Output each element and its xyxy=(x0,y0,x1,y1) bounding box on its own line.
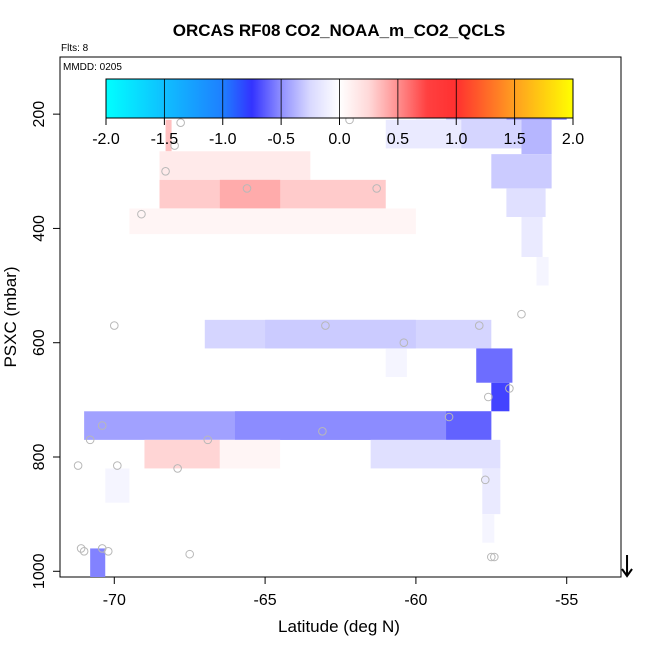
heatmap-cell xyxy=(521,119,552,155)
y-tick-label: 800 xyxy=(31,444,48,471)
y-tick-label: 200 xyxy=(31,101,48,128)
sample-point xyxy=(97,421,107,430)
heatmap-cell xyxy=(90,548,106,577)
y-axis: 200 400 600 800 1000 xyxy=(31,101,61,589)
sample-point xyxy=(483,392,493,402)
heatmap-cell xyxy=(219,179,281,209)
heatmap-cell xyxy=(129,208,416,235)
sample-points xyxy=(73,101,526,562)
colorbar-tick-label: 0.5 xyxy=(387,131,409,148)
sample-point xyxy=(203,435,213,445)
heatmap-cell xyxy=(536,257,549,286)
chart-title: ORCAS RF08 CO2_NOAA_m_CO2_QCLS xyxy=(173,21,506,40)
plot-area: MMDD: 0205 -2.0 -1.5 -1.0 -0.5 0.0 0.5 1.0 1.5 2… xyxy=(59,56,633,578)
sample-point xyxy=(318,426,327,436)
sample-point xyxy=(137,209,146,219)
colorbar-tick-label: 2.0 xyxy=(562,131,584,148)
arrow-head xyxy=(621,568,633,578)
sample-point xyxy=(487,552,496,562)
x-axis-label: Latitude (deg N) xyxy=(278,617,400,636)
heatmap-cell xyxy=(476,348,513,383)
x-tick-label: -60 xyxy=(404,592,427,609)
y-tick-label: 600 xyxy=(31,329,48,356)
sample-point xyxy=(109,321,119,330)
colorbar-tick-label: -0.5 xyxy=(267,131,295,148)
colorbar-tick-label: 1.0 xyxy=(445,131,467,148)
heatmap-cell xyxy=(165,119,172,152)
sample-point xyxy=(505,384,514,393)
y-tick-label: 1000 xyxy=(31,553,48,589)
sample-point xyxy=(161,166,170,176)
colorbar: -2.0 -1.5 -1.0 -0.5 0.0 0.5 1.0 1.5 2.0 xyxy=(92,78,584,148)
heatmap-cell xyxy=(521,217,543,257)
heatmap-cell xyxy=(506,188,546,217)
sample-point xyxy=(372,184,381,193)
heatmap-cell xyxy=(461,119,522,149)
sample-point xyxy=(76,544,86,553)
heatmap-cell xyxy=(385,348,407,377)
colorbar-tick-label: -1.0 xyxy=(209,131,237,148)
down-arrow-icon xyxy=(621,555,633,578)
sample-point xyxy=(73,461,83,470)
sample-point xyxy=(173,464,182,473)
heatmap-cell xyxy=(159,151,311,180)
sample-point xyxy=(103,546,113,556)
colorbar-dividers xyxy=(105,79,574,118)
heatmap-cell xyxy=(105,468,130,503)
sample-point xyxy=(170,141,179,150)
sample-point xyxy=(490,552,499,562)
date-label: MMDD: 0205 xyxy=(63,62,122,73)
sample-point xyxy=(79,546,89,556)
sample-point xyxy=(113,461,122,470)
heatmap-cell xyxy=(446,411,492,440)
sample-point xyxy=(242,184,252,193)
heatmap-cell xyxy=(144,439,220,469)
sample-point xyxy=(480,475,490,485)
heatmap-cell xyxy=(265,319,416,349)
x-tick-label: -70 xyxy=(103,592,126,609)
colorbar-tick-label: -1.5 xyxy=(151,131,179,148)
flights-label: Flts: 8 xyxy=(61,43,89,54)
heatmap-cell xyxy=(491,382,510,412)
y-tick-label: 400 xyxy=(31,215,48,242)
sample-point xyxy=(176,118,185,128)
heatmap-cell xyxy=(491,154,552,189)
heatmap-cell xyxy=(219,439,281,469)
sample-point xyxy=(399,338,409,348)
sample-point xyxy=(85,435,95,445)
x-axis: -70 -65 -60 -55 xyxy=(103,576,578,609)
colorbar-ticks: -2.0 -1.5 -1.0 -0.5 0.0 0.5 1.0 1.5 2.0 xyxy=(92,118,584,148)
heatmap-cell xyxy=(370,439,501,469)
heatmap-cell xyxy=(234,411,447,440)
colorbar-tick-label: 1.5 xyxy=(504,131,526,148)
colorbar-tick-label: -2.0 xyxy=(92,131,120,148)
sample-point xyxy=(474,321,484,330)
heatmap-cell xyxy=(482,468,501,515)
heatmap-cell xyxy=(482,514,495,543)
x-tick-label: -65 xyxy=(254,592,277,609)
sample-point xyxy=(517,309,526,319)
sample-point xyxy=(321,321,330,330)
sample-point xyxy=(185,549,194,559)
sample-point xyxy=(444,412,454,422)
y-axis-label: PSXC (mbar) xyxy=(1,266,20,367)
x-tick-label: -55 xyxy=(555,592,578,609)
colorbar-tick-label: 0.0 xyxy=(328,131,350,148)
